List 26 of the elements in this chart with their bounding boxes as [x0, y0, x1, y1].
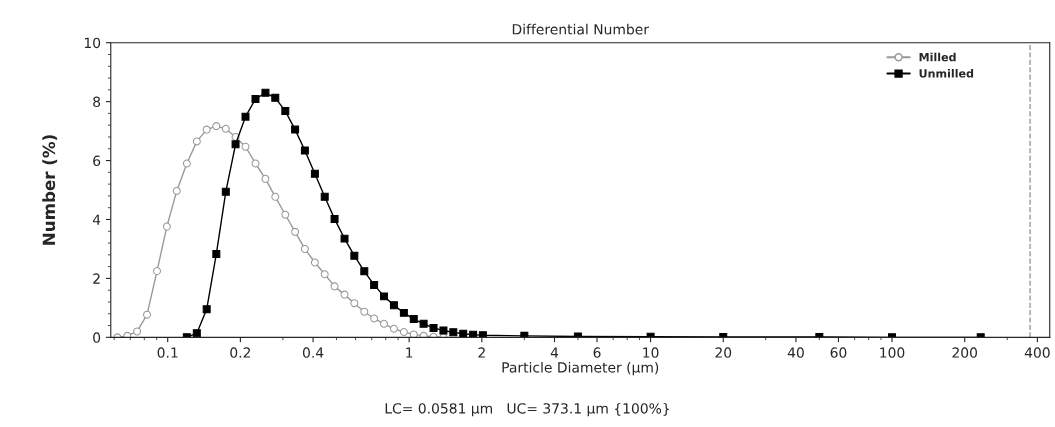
x-tick-label: 200: [952, 347, 978, 358]
x-tick-label: 0.4: [302, 347, 324, 358]
x-tick-label: 400: [1024, 347, 1050, 358]
x-tick-label: 0.1: [157, 347, 178, 358]
y-tick-label: 2: [93, 273, 100, 284]
x-tick-label: 1: [406, 347, 413, 358]
legend-label: Unmilled: [919, 69, 974, 78]
y-tick-label: 10: [84, 37, 101, 49]
x-tick-label: 6: [593, 347, 601, 358]
x-tick-label: 100: [880, 347, 905, 358]
legend-label: Milled: [919, 52, 956, 62]
x-tick-label: 10: [643, 347, 659, 358]
x-axis-title: Particle Diameter (µm): [502, 361, 659, 376]
y-axis-title: Number (%): [42, 135, 58, 245]
chart-title: Differential Number: [512, 23, 649, 35]
y-tick-label: 8: [93, 96, 101, 108]
x-tick-label: 2: [478, 347, 485, 358]
text: LC= 0.0581 µm UC= 373.1 µm {100%}: [385, 402, 669, 417]
x-tick-label: 40: [787, 347, 804, 358]
x-tick-label: 60: [830, 347, 847, 358]
x-tick-label: 0.2: [230, 347, 251, 358]
y-tick-label: 6: [93, 155, 101, 167]
y-tick-label: 4: [92, 214, 101, 225]
y-tick-label: 0: [93, 332, 101, 343]
x-tick-label: 20: [715, 347, 732, 358]
x-tick-label: 4: [550, 347, 559, 358]
